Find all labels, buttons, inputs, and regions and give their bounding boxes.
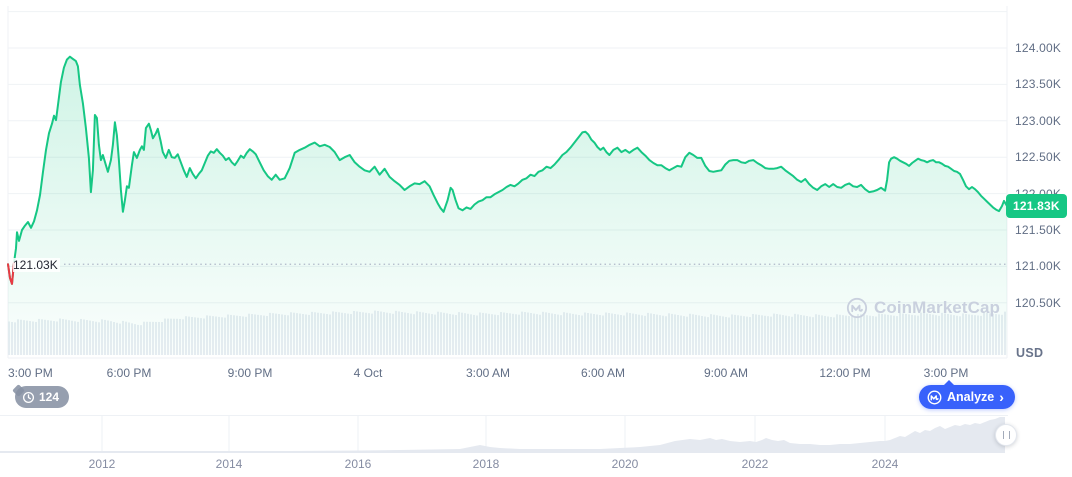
price-line (7, 55, 1008, 285)
watermark-text: CoinMarketCap (874, 298, 1000, 317)
timeline-year-label: 2012 (88, 457, 116, 471)
timeline-year-label: 2020 (611, 457, 639, 471)
y-axis-tick: 120.50K (1015, 295, 1062, 310)
chevron-right-icon: › (999, 388, 1004, 405)
x-axis-tick: 9:00 PM (227, 366, 273, 380)
timeline-area (0, 417, 1005, 453)
y-axis-tick: 122.50K (1015, 150, 1062, 165)
timeline-scrubber-canvas[interactable] (0, 415, 1072, 457)
x-axis-tick: 6:00 AM (580, 366, 626, 380)
timeline-year-label: 2016 (344, 457, 372, 471)
x-axis-tick: 3:00 PM (8, 366, 53, 380)
watermark: CoinMarketCap (846, 297, 1000, 319)
currency-label: USD (1016, 346, 1044, 360)
current-price-badge: 121.83K (1006, 194, 1067, 218)
x-axis-tick: 3:00 AM (465, 366, 511, 380)
y-axis-tick: 121.50K (1015, 223, 1062, 237)
clock-icon (22, 391, 35, 404)
y-axis-tick: 124.00K (1015, 41, 1062, 55)
y-axis-tick: 123.00K (1015, 113, 1062, 128)
timeline-year-label: 2024 (871, 457, 899, 471)
tooltip-pointer (943, 380, 955, 386)
drag-grip-icon (1002, 431, 1010, 439)
reference-price-label: 121.03K (13, 258, 60, 272)
x-axis-tick: 3:00 PM (923, 366, 969, 380)
x-axis-tick: 12:00 PM (819, 366, 871, 380)
x-axis-tick: 9:00 AM (703, 366, 749, 380)
price-line-below-ref (7, 261, 15, 285)
watch-count-value: 124 (39, 390, 60, 404)
scrubber-handle[interactable] (995, 424, 1017, 446)
area-fill (8, 56, 1007, 355)
timeline-year-label: 2014 (215, 457, 243, 471)
coinmarketcap-logo-icon (846, 297, 868, 319)
analyze-label: Analyze (947, 390, 995, 404)
y-axis-tick: 121.00K (1015, 259, 1062, 274)
x-axis-tick: 4 Oct (353, 366, 383, 380)
y-axis-tick: 123.50K (1015, 77, 1062, 92)
x-axis-tick: 6:00 PM (106, 366, 152, 380)
analyze-button[interactable]: Analyze › (919, 380, 1015, 409)
watch-count-badge[interactable]: 124 (12, 384, 70, 408)
timeline-year-label: 2018 (472, 457, 500, 471)
price-chart-canvas[interactable] (0, 0, 1072, 382)
timeline-year-label: 2022 (741, 457, 769, 471)
coinmarketcap-logo-icon (927, 390, 942, 405)
